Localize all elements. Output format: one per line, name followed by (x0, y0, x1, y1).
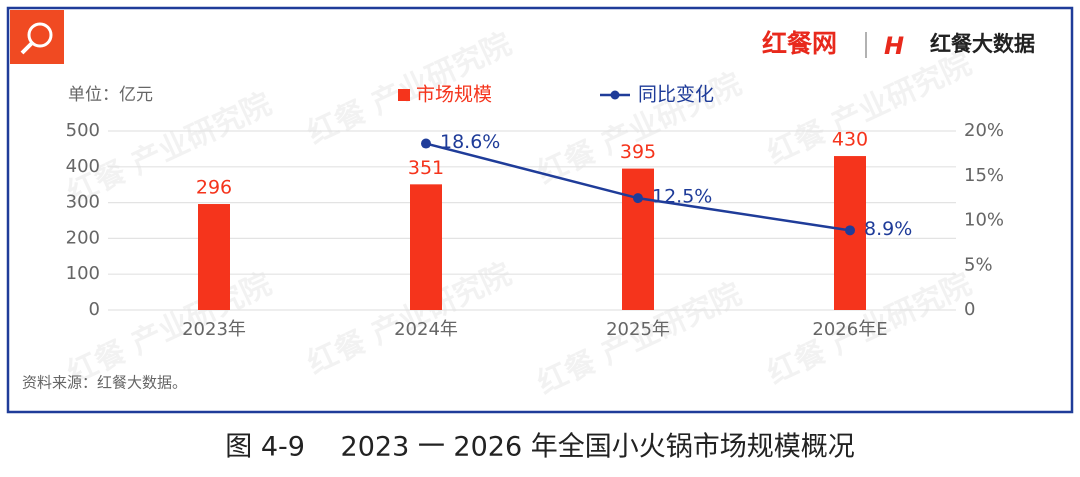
frame (6, 6, 1074, 414)
unit-label: 单位：亿元 (68, 85, 153, 105)
y2-tick-label: 20% (964, 120, 1004, 141)
line-marker (633, 193, 643, 204)
bar (410, 184, 442, 310)
y-tick-label: 100 (66, 263, 100, 284)
y-tick-label: 0 (89, 299, 100, 320)
y2-tick-label: 10% (964, 210, 1004, 231)
y-tick-label: 300 (66, 192, 100, 213)
y-tick-label: 500 (66, 120, 100, 141)
bar-value-label: 395 (620, 141, 656, 163)
legend-swatch (398, 89, 410, 101)
y2-tick-label: 15% (964, 165, 1004, 186)
line-value-label: 18.6% (440, 131, 500, 153)
bar (622, 168, 654, 310)
bar-value-label: 351 (408, 157, 444, 179)
x-tick-label: 2026年E (812, 319, 887, 340)
line-marker (421, 138, 431, 149)
header-icon (10, 10, 64, 64)
x-tick-label: 2023年 (182, 319, 246, 340)
line-value-label: 8.9% (864, 218, 912, 240)
y2-tick-label: 5% (964, 254, 993, 275)
legend-label: 同比变化 (638, 84, 714, 106)
line-marker (845, 225, 855, 236)
line-value-label: 12.5% (652, 186, 712, 208)
y-tick-label: 200 (66, 227, 100, 248)
bar-value-label: 296 (196, 177, 232, 199)
source-note: 资料来源：红餐大数据。 (22, 374, 187, 392)
bar-value-label: 430 (832, 129, 868, 151)
legend-swatch (610, 90, 620, 100)
caption: 图 4-9 2023 一 2026 年全国小火锅市场规模概况 (225, 432, 854, 463)
y2-tick-label: 0 (964, 299, 975, 320)
brand-logo: 红餐网 (762, 29, 837, 58)
y-tick-label: 400 (66, 156, 100, 177)
brand-logo-2: 红餐大数据 (930, 32, 1035, 56)
bar (198, 204, 230, 310)
brand-icon: H (884, 32, 904, 60)
x-tick-label: 2025年 (606, 319, 670, 340)
x-tick-label: 2024年 (394, 319, 458, 340)
legend-label: 市场规模 (416, 84, 492, 106)
